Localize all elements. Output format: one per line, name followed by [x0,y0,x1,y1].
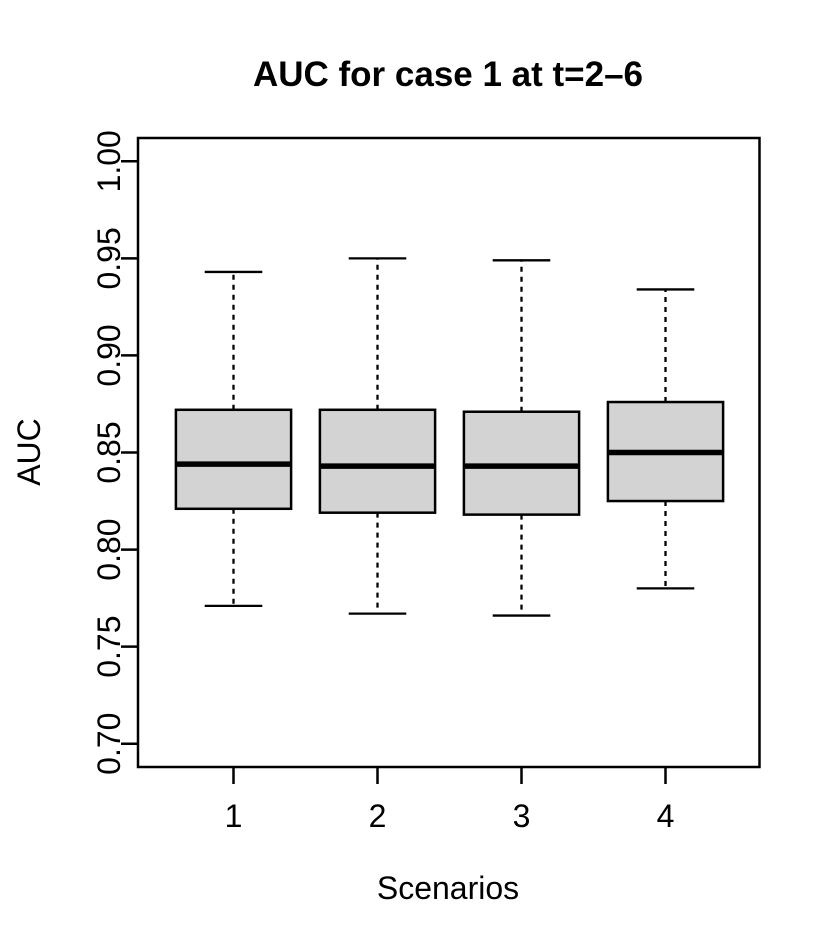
iqr-box-scenario-3 [462,410,581,516]
iqr-box-scenario-1 [174,408,293,511]
x-axis-tick-label: 3 [513,798,531,834]
y-axis-tick-label: 0.85 [91,421,127,483]
y-axis-tick-label: 0.90 [91,324,127,386]
y-axis-tick-label: 0.95 [91,227,127,289]
plot-area: 0.70 0.75 0.80 0.85 0.90 0.95 1.00 1 2 3 4 [91,130,761,834]
x-axis-tick-label: 4 [657,798,675,834]
chart-title: AUC for case 1 at t=2–6 [253,55,643,94]
y-axis-tick-label: 0.80 [91,518,127,580]
x-axis-label: Scenarios [377,870,519,906]
y-axis-tick-label: 0.75 [91,615,127,677]
x-axis-tick-label: 1 [225,798,243,834]
y-axis-tick-label: 1.00 [91,130,127,192]
y-axis-tick-label: 0.70 [91,713,127,775]
iqr-box-scenario-2 [318,408,437,514]
x-axis-tick-label: 2 [369,798,387,834]
y-axis-label: AUC [11,418,47,486]
